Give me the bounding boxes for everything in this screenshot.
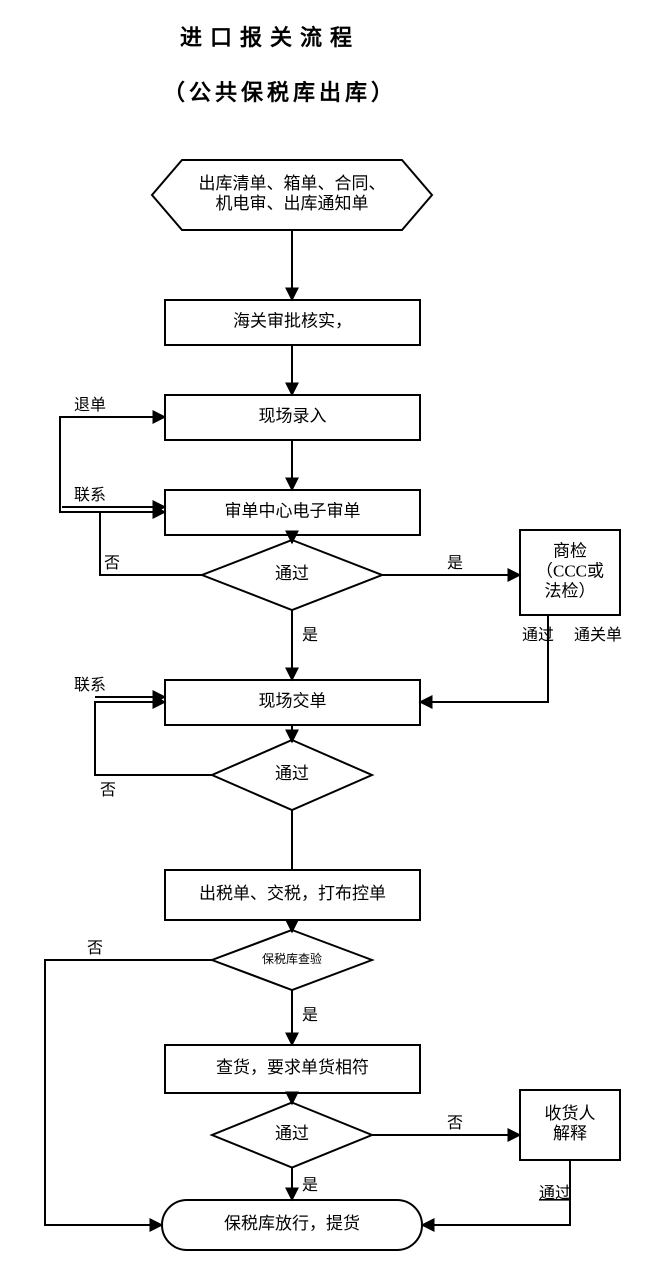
- edge-e17-label: 否: [87, 940, 103, 957]
- edge-e12-label: 否: [100, 782, 116, 799]
- node-d_check: 保税库查验: [212, 930, 372, 990]
- node-d_pass2: 通过: [212, 740, 372, 810]
- node-entry-line0: 现场录入: [259, 406, 327, 425]
- node-insp-line0: 商检: [553, 541, 587, 560]
- edge-e9-label: 联系: [74, 486, 106, 504]
- node-start-line0: 出库清单、箱单、合同、: [199, 174, 386, 193]
- edge-e21-label: 通过: [539, 1184, 571, 1202]
- edge-e20-label: 是: [302, 1177, 318, 1194]
- edge-e16-label: 是: [302, 1007, 318, 1024]
- page-title: 进口报关流程: [180, 25, 360, 50]
- node-eaudit-line0: 审单中心电子审单: [225, 501, 361, 520]
- node-explain-line0: 收货人: [545, 1104, 596, 1123]
- edge-e10-label: 通过: [522, 626, 554, 644]
- edge-e10-label2: 通关单: [574, 626, 622, 644]
- node-explain-line1: 解释: [553, 1124, 587, 1143]
- node-insp: 商检（CCC或法检）: [520, 530, 620, 615]
- node-insp-line2: 法检）: [545, 581, 596, 600]
- edge-e6-label: 是: [302, 627, 318, 644]
- node-submit-line0: 现场交单: [259, 691, 327, 710]
- node-explain: 收货人解释: [520, 1090, 620, 1160]
- node-entry: 现场录入: [165, 395, 420, 440]
- node-eaudit: 审单中心电子审单: [165, 490, 420, 535]
- node-release-line0: 保税库放行，提货: [224, 1214, 360, 1233]
- node-d_pass1-line0: 通过: [275, 564, 309, 583]
- node-d_pass3: 通过: [212, 1103, 372, 1168]
- node-d_pass2-line0: 通过: [275, 764, 309, 783]
- node-customs: 海关审批核实，: [165, 300, 420, 345]
- node-d_check-line0: 保税库查验: [262, 951, 322, 966]
- edge-e7-label: 否: [104, 555, 120, 572]
- node-tax: 出税单、交税，打布控单: [165, 870, 420, 920]
- edge-e5-label: 是: [447, 555, 463, 572]
- node-tax-line0: 出税单、交税，打布控单: [199, 884, 386, 903]
- node-customs-line0: 海关审批核实，: [233, 311, 352, 330]
- node-submit: 现场交单: [165, 680, 420, 725]
- edge-e19-label: 否: [447, 1115, 463, 1132]
- edge-e13-label: 联系: [74, 676, 106, 694]
- node-start-line1: 机电审、出库通知单: [216, 194, 369, 213]
- node-d_pass1: 通过: [202, 540, 382, 610]
- node-insp-line1: （CCC或: [536, 561, 604, 580]
- node-release: 保税库放行，提货: [162, 1200, 422, 1250]
- node-start: 出库清单、箱单、合同、机电审、出库通知单: [152, 160, 432, 230]
- page-subtitle: （公共保税库出库）: [163, 80, 397, 105]
- node-verify: 查货，要求单货相符: [165, 1045, 420, 1093]
- edge-e8-label: 退单: [74, 396, 106, 414]
- node-d_pass3-line0: 通过: [275, 1124, 309, 1143]
- node-verify-line0: 查货，要求单货相符: [216, 1058, 369, 1077]
